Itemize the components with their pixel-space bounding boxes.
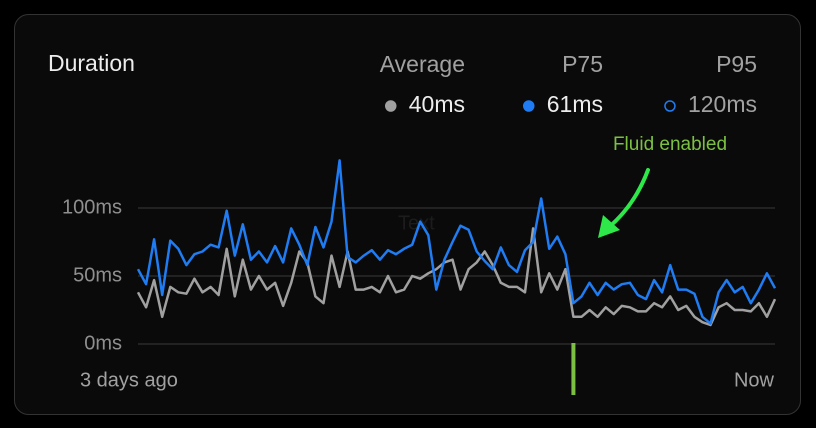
legend-header: P75 (562, 51, 603, 77)
legend-value: 61ms (547, 91, 603, 117)
annotation-arrowhead (598, 215, 620, 238)
legend-dot (664, 100, 676, 112)
series-line (136, 227, 777, 327)
annotation-label: Fluid enabled (613, 134, 727, 155)
y-tick-label: 0ms (84, 332, 122, 354)
card (14, 14, 801, 415)
legend-value: 120ms (688, 91, 757, 117)
legend-dot (523, 100, 535, 112)
annotation-arrow (606, 168, 650, 230)
x-label-start: 3 days ago (80, 369, 178, 391)
legend-header: P95 (716, 51, 757, 77)
legend-value: 40ms (409, 91, 465, 117)
y-tick-label: 100ms (62, 196, 122, 218)
chart-title: Duration (48, 50, 135, 76)
x-label-end: Now (734, 369, 775, 391)
y-tick-label: 50ms (73, 264, 122, 286)
series-line (136, 159, 777, 325)
legend-header: Average (380, 51, 465, 77)
legend-dot (385, 100, 397, 112)
